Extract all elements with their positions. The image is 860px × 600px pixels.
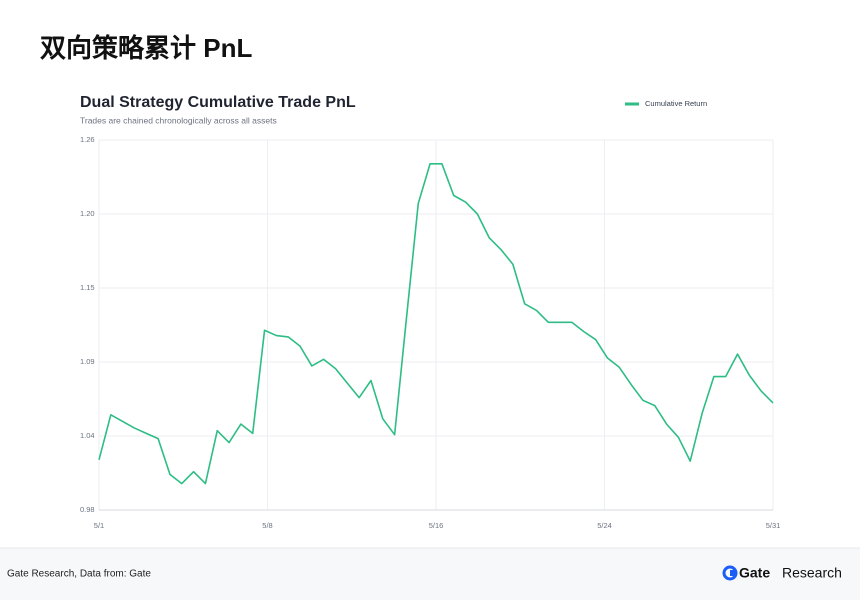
x-tick-label: 5/1 [94, 521, 104, 530]
x-tick-label: 5/31 [766, 521, 781, 530]
line-series [98, 162, 774, 485]
legend-label: Cumulative Return [645, 99, 707, 108]
page-title: 双向策略累计 PnL [40, 33, 252, 63]
x-tick-label: 5/24 [597, 521, 612, 530]
logo-suffix: Research [782, 565, 842, 581]
y-tick-label: 0.98 [80, 505, 95, 514]
logo-icon-square [730, 570, 736, 576]
y-tick-label: 1.20 [80, 209, 95, 218]
y-tick-label: 1.09 [80, 357, 95, 366]
x-tick-label: 5/8 [262, 521, 272, 530]
y-tick-label: 1.26 [80, 135, 95, 144]
chart-title: Dual Strategy Cumulative Trade PnL [80, 94, 356, 111]
footer-bg [0, 548, 860, 600]
logo: Gate Research [722, 565, 842, 581]
logo-brand: Gate [739, 565, 770, 581]
footer-source: Gate Research, Data from: Gate [7, 569, 151, 580]
chart-subtitle: Trades are chained chronologically acros… [80, 115, 277, 125]
y-tick-label: 1.04 [80, 431, 95, 440]
y-tick-label: 1.15 [80, 283, 95, 292]
x-tick-label: 5/16 [429, 521, 444, 530]
